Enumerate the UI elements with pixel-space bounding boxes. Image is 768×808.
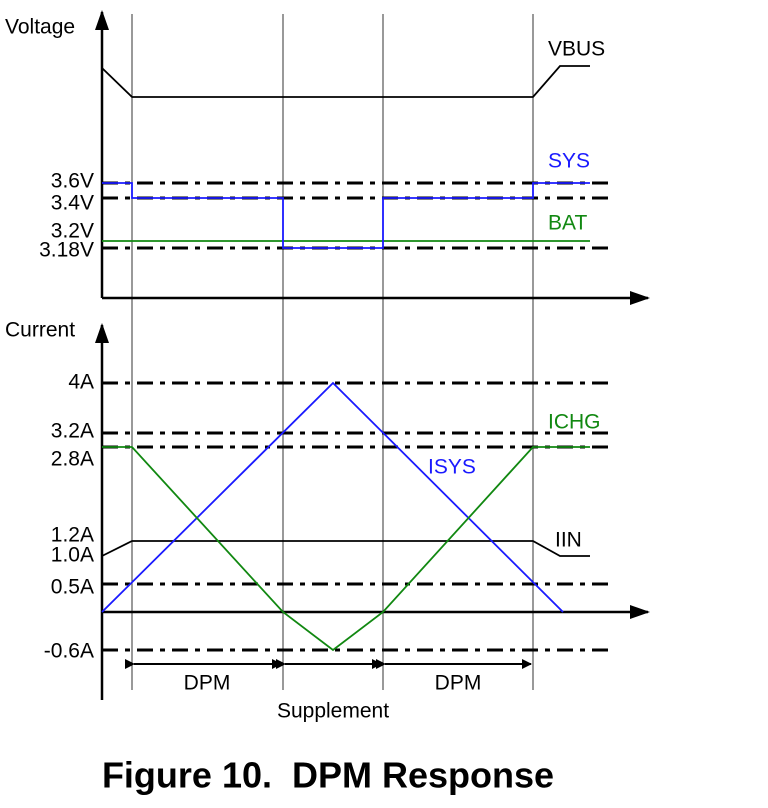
axis-label: Voltage bbox=[5, 16, 75, 39]
trace-label: ISYS bbox=[428, 456, 476, 479]
iin-trace bbox=[101, 540, 590, 557]
level-label: 4A bbox=[68, 371, 94, 394]
trace-label: BAT bbox=[548, 212, 587, 235]
level-label: 3.18V bbox=[39, 239, 94, 262]
phase-label: Supplement bbox=[277, 700, 389, 723]
level-label: 1.0A bbox=[51, 544, 94, 567]
voltage-panel: Voltage 3.6V 3.4V 3.2V 3.18V VBUS SYS BA… bbox=[5, 10, 650, 305]
isys-trace bbox=[101, 381, 564, 613]
phase-label: DPM bbox=[184, 672, 231, 695]
time-markers bbox=[131, 14, 534, 690]
trace-label: VBUS bbox=[548, 38, 605, 61]
level-label: 3.6V bbox=[51, 170, 94, 193]
trace-label: SYS bbox=[548, 150, 590, 173]
level-label: 3.4V bbox=[51, 192, 94, 215]
level-label: -0.6A bbox=[44, 640, 94, 663]
phase-label: DPM bbox=[435, 672, 482, 695]
caption: Figure 10. DPM Response bbox=[102, 755, 554, 796]
phases: DPM Supplement DPM bbox=[125, 659, 532, 723]
level-label: 3.2A bbox=[51, 420, 94, 443]
level-label: 3.2V bbox=[51, 220, 94, 243]
ichg-trace bbox=[102, 446, 590, 652]
current-panel: Current 4A 3.2A 2.8A 1.2A 1.0A 0.5A -0.6… bbox=[5, 319, 650, 700]
axis-label: Current bbox=[5, 319, 75, 342]
level-label: 0.5A bbox=[51, 576, 94, 599]
level-label: 1.2A bbox=[51, 524, 94, 547]
sys-trace bbox=[102, 182, 590, 249]
trace-label: ICHG bbox=[548, 411, 601, 434]
level-label: 2.8A bbox=[51, 448, 94, 471]
vbus-trace bbox=[101, 65, 590, 98]
trace-label: IIN bbox=[555, 529, 582, 552]
